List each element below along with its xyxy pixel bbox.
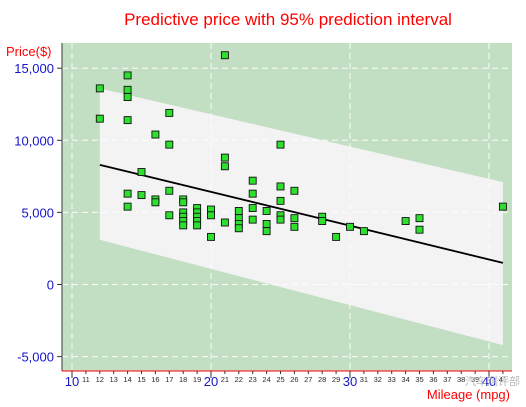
data-point [179, 198, 188, 207]
x-minor-tick-label: 14 [123, 375, 131, 384]
x-minor-tick-label: 28 [318, 375, 326, 384]
data-point [332, 232, 341, 241]
data-point [262, 207, 271, 215]
x-minor-tick-label: 41 [499, 375, 507, 384]
x-minor-tick-label: 21 [221, 375, 229, 384]
x-minor-tick-label: 24 [262, 375, 270, 384]
data-point [346, 222, 354, 231]
data-point [137, 191, 146, 200]
x-minor-tick-label: 11 [82, 375, 90, 384]
x-minor-tick-label: 35 [415, 375, 423, 384]
fit-line [99, 163, 504, 264]
data-point [498, 202, 507, 211]
data-point [248, 176, 257, 185]
x-tick-label: 10 [65, 374, 79, 389]
y-tick-label: 10,000 [14, 133, 54, 148]
data-point [123, 202, 132, 211]
y-tick-label: 0 [47, 278, 54, 293]
data-point [415, 214, 424, 223]
data-point [401, 217, 410, 226]
y-tick-label: 15,000 [14, 61, 54, 76]
x-minor-tick-label: 36 [429, 375, 437, 384]
x-minor-tick-label: 22 [235, 375, 243, 384]
data-point [262, 219, 271, 228]
data-point [220, 162, 229, 171]
x-tick-label: 40 [482, 374, 496, 389]
data-point [207, 232, 215, 241]
x-minor-tick-label: 31 [360, 375, 368, 384]
data-point [276, 140, 285, 149]
data-point [234, 207, 243, 215]
data-point [123, 116, 132, 125]
data-point [290, 214, 299, 223]
data-point [359, 227, 368, 236]
data-point [220, 153, 229, 162]
data-point [123, 71, 132, 80]
data-points [95, 51, 507, 241]
data-point [220, 51, 229, 60]
data-point [165, 108, 174, 117]
x-minor-tick-label: 16 [151, 375, 159, 384]
data-point [137, 168, 146, 176]
data-point [123, 189, 132, 198]
data-point [220, 218, 229, 227]
data-point [123, 85, 132, 94]
watermark-text: 汽车测评部 [465, 375, 520, 388]
x-minor-tick-label: 17 [165, 375, 173, 384]
x-minor-tick-label: 15 [137, 375, 145, 384]
gridlines [62, 43, 512, 371]
data-point [318, 217, 327, 226]
x-minor-tick-label: 32 [374, 375, 382, 384]
data-point [179, 221, 188, 230]
x-minor-tick-label: 29 [332, 375, 340, 384]
x-minor-tick-label: 39 [471, 375, 479, 384]
x-minor-tick-label: 18 [179, 375, 187, 384]
data-point [165, 186, 174, 195]
x-minor-tick-label: 27 [304, 375, 312, 384]
prediction-band [99, 88, 503, 346]
x-minor-tick-label: 19 [193, 375, 201, 384]
x-minor-tick-label: 12 [96, 375, 104, 384]
data-point [207, 211, 215, 220]
data-point [151, 198, 160, 207]
x-axis: 10 20 30 40 11 12 13 14 15 16 17 18 19 21 22 23 24 25 26 27… [62, 370, 512, 389]
data-point [95, 114, 104, 123]
data-point [165, 140, 174, 149]
data-point [248, 204, 257, 213]
x-minor-tick-label: 25 [276, 375, 284, 384]
x-tick-label: 20 [204, 374, 218, 389]
data-point [95, 84, 104, 93]
data-point [290, 222, 299, 231]
data-point [276, 215, 285, 224]
chart-title: Predictive price with 95% prediction int… [124, 10, 452, 29]
x-minor-tick-label: 23 [249, 375, 257, 384]
y-tick-label: -5,000 [17, 350, 54, 365]
y-axis-title: Price($) [6, 44, 52, 59]
x-minor-tick-label: 34 [401, 375, 409, 384]
y-tick-label: 5,000 [21, 205, 54, 220]
y-axis: -5,000 0 5,000 10,000 15,000 [14, 43, 63, 371]
x-minor-tick-label: 26 [290, 375, 298, 384]
data-point [262, 227, 271, 236]
data-point [151, 130, 160, 139]
x-minor-tick-label: 33 [388, 375, 396, 384]
x-minor-tick-label: 13 [110, 375, 118, 384]
data-point [248, 189, 257, 198]
data-point [234, 224, 243, 233]
data-point [193, 221, 202, 230]
x-minor-tick-label: 38 [457, 375, 465, 384]
data-point [165, 211, 174, 220]
data-point [123, 93, 132, 101]
data-point [290, 186, 299, 195]
data-point [415, 225, 424, 234]
data-point [248, 215, 257, 224]
x-axis-title: Mileage (mpg) [427, 387, 510, 402]
data-point [276, 196, 285, 205]
x-tick-label: 30 [343, 374, 357, 389]
data-point [276, 182, 285, 191]
x-minor-tick-label: 37 [443, 375, 451, 384]
